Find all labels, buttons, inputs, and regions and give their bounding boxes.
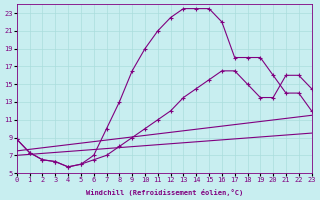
- X-axis label: Windchill (Refroidissement éolien,°C): Windchill (Refroidissement éolien,°C): [85, 189, 243, 196]
